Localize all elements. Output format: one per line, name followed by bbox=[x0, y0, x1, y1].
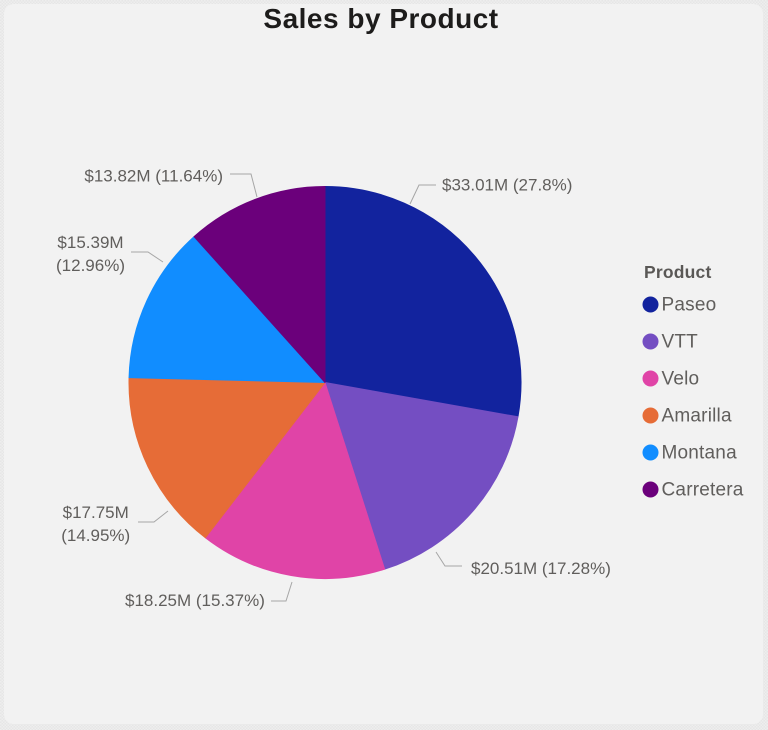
svg-text:(14.95%): (14.95%) bbox=[61, 526, 130, 545]
svg-text:Amarilla: Amarilla bbox=[662, 406, 732, 427]
svg-text:$17.75M: $17.75M bbox=[63, 503, 129, 522]
svg-text:$33.01M (27.8%): $33.01M (27.8%) bbox=[442, 176, 572, 195]
svg-text:Montana: Montana bbox=[662, 443, 738, 464]
svg-text:$18.25M (15.37%): $18.25M (15.37%) bbox=[125, 591, 265, 610]
svg-text:Velo: Velo bbox=[662, 369, 700, 390]
svg-text:Product: Product bbox=[644, 262, 712, 282]
svg-text:$20.51M (17.28%): $20.51M (17.28%) bbox=[471, 559, 611, 578]
svg-text:Paseo: Paseo bbox=[662, 295, 717, 316]
svg-text:Sales by Product: Sales by Product bbox=[263, 3, 498, 34]
svg-text:Carretera: Carretera bbox=[662, 480, 744, 501]
svg-text:$13.82M (11.64%): $13.82M (11.64%) bbox=[84, 167, 223, 186]
svg-text:VTT: VTT bbox=[662, 332, 699, 353]
svg-text:(12.96%): (12.96%) bbox=[56, 256, 125, 275]
svg-text:$15.39M: $15.39M bbox=[57, 233, 123, 252]
